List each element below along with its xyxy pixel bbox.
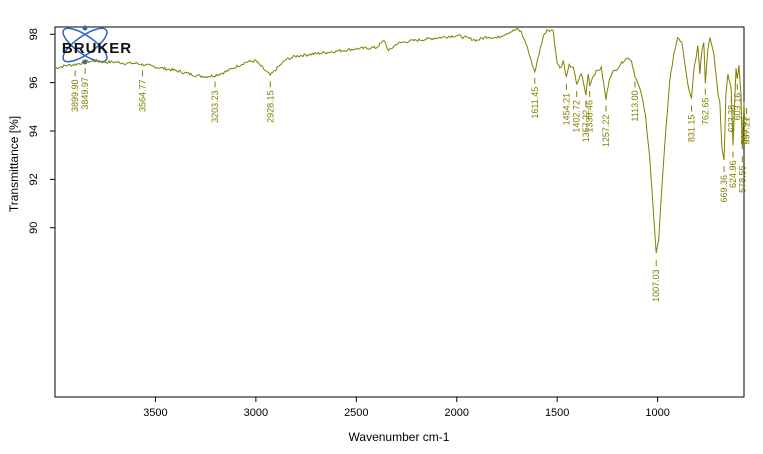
peak-label: 669.36	[719, 175, 729, 203]
y-tick-label: 92	[28, 173, 40, 185]
logo-node	[82, 25, 88, 31]
peak-label: 762.65	[700, 98, 710, 126]
peak-label: 603.16	[732, 93, 742, 121]
x-tick-label: 3500	[143, 407, 167, 419]
peak-label: 1402.72	[572, 100, 582, 133]
peak-label: 1007.03	[651, 269, 661, 302]
peak-label: 1113.00	[630, 90, 640, 121]
logo-orbit-1	[62, 27, 108, 63]
peak-label: 3564.77	[137, 79, 147, 112]
y-axis-title: Transmittance [%]	[7, 116, 21, 212]
peak-label: 3899.90	[70, 79, 80, 112]
bruker-logo: BRUKER	[62, 25, 132, 65]
peak-label: 3203.23	[210, 90, 220, 123]
peak-label: 2928.15	[265, 90, 275, 123]
peak-label: 1611.45	[530, 87, 540, 119]
y-tick-label: 96	[28, 76, 40, 88]
y-tick-label: 98	[28, 28, 40, 40]
peak-label: 3849.97	[80, 77, 90, 110]
x-tick-label: 1500	[545, 407, 569, 419]
logo-orbit-2	[62, 27, 108, 63]
spectrum-line	[54, 27, 745, 254]
y-tick-label: 94	[28, 125, 40, 137]
spectrum-series	[54, 27, 745, 254]
peak-label: 1338.46	[585, 100, 595, 133]
peak-label: 624.96	[728, 160, 738, 188]
x-axis-title: Wavenumber cm-1	[349, 430, 450, 444]
peak-label: 557.21	[742, 117, 752, 145]
peak-label: 1357.22	[581, 110, 591, 143]
x-tick-label: 2500	[344, 407, 368, 419]
x-tick-label: 2000	[445, 407, 469, 419]
peak-label: 578.55	[737, 165, 747, 193]
peak-label: 1257.22	[601, 115, 611, 148]
x-axis-ticks: 3500 3000 2500 2000 1500 1000	[143, 397, 670, 419]
peak-label: 633.38	[726, 105, 736, 133]
y-axis-ticks: 90 92 94 96 98	[28, 28, 55, 234]
x-tick-label: 1000	[645, 407, 669, 419]
peak-label: 831.15	[687, 115, 697, 143]
logo-text: BRUKER	[62, 40, 132, 57]
peak-annotations: 3899.90 3849.97 3564.77 3203.23 2928.15 1611.…	[70, 68, 752, 302]
peak-label: 1454.21	[561, 93, 571, 126]
plot-area-frame	[54, 26, 745, 398]
x-tick-label: 3000	[244, 407, 268, 419]
peak-label: 568.43	[739, 117, 749, 145]
y-tick-label: 90	[28, 222, 40, 234]
